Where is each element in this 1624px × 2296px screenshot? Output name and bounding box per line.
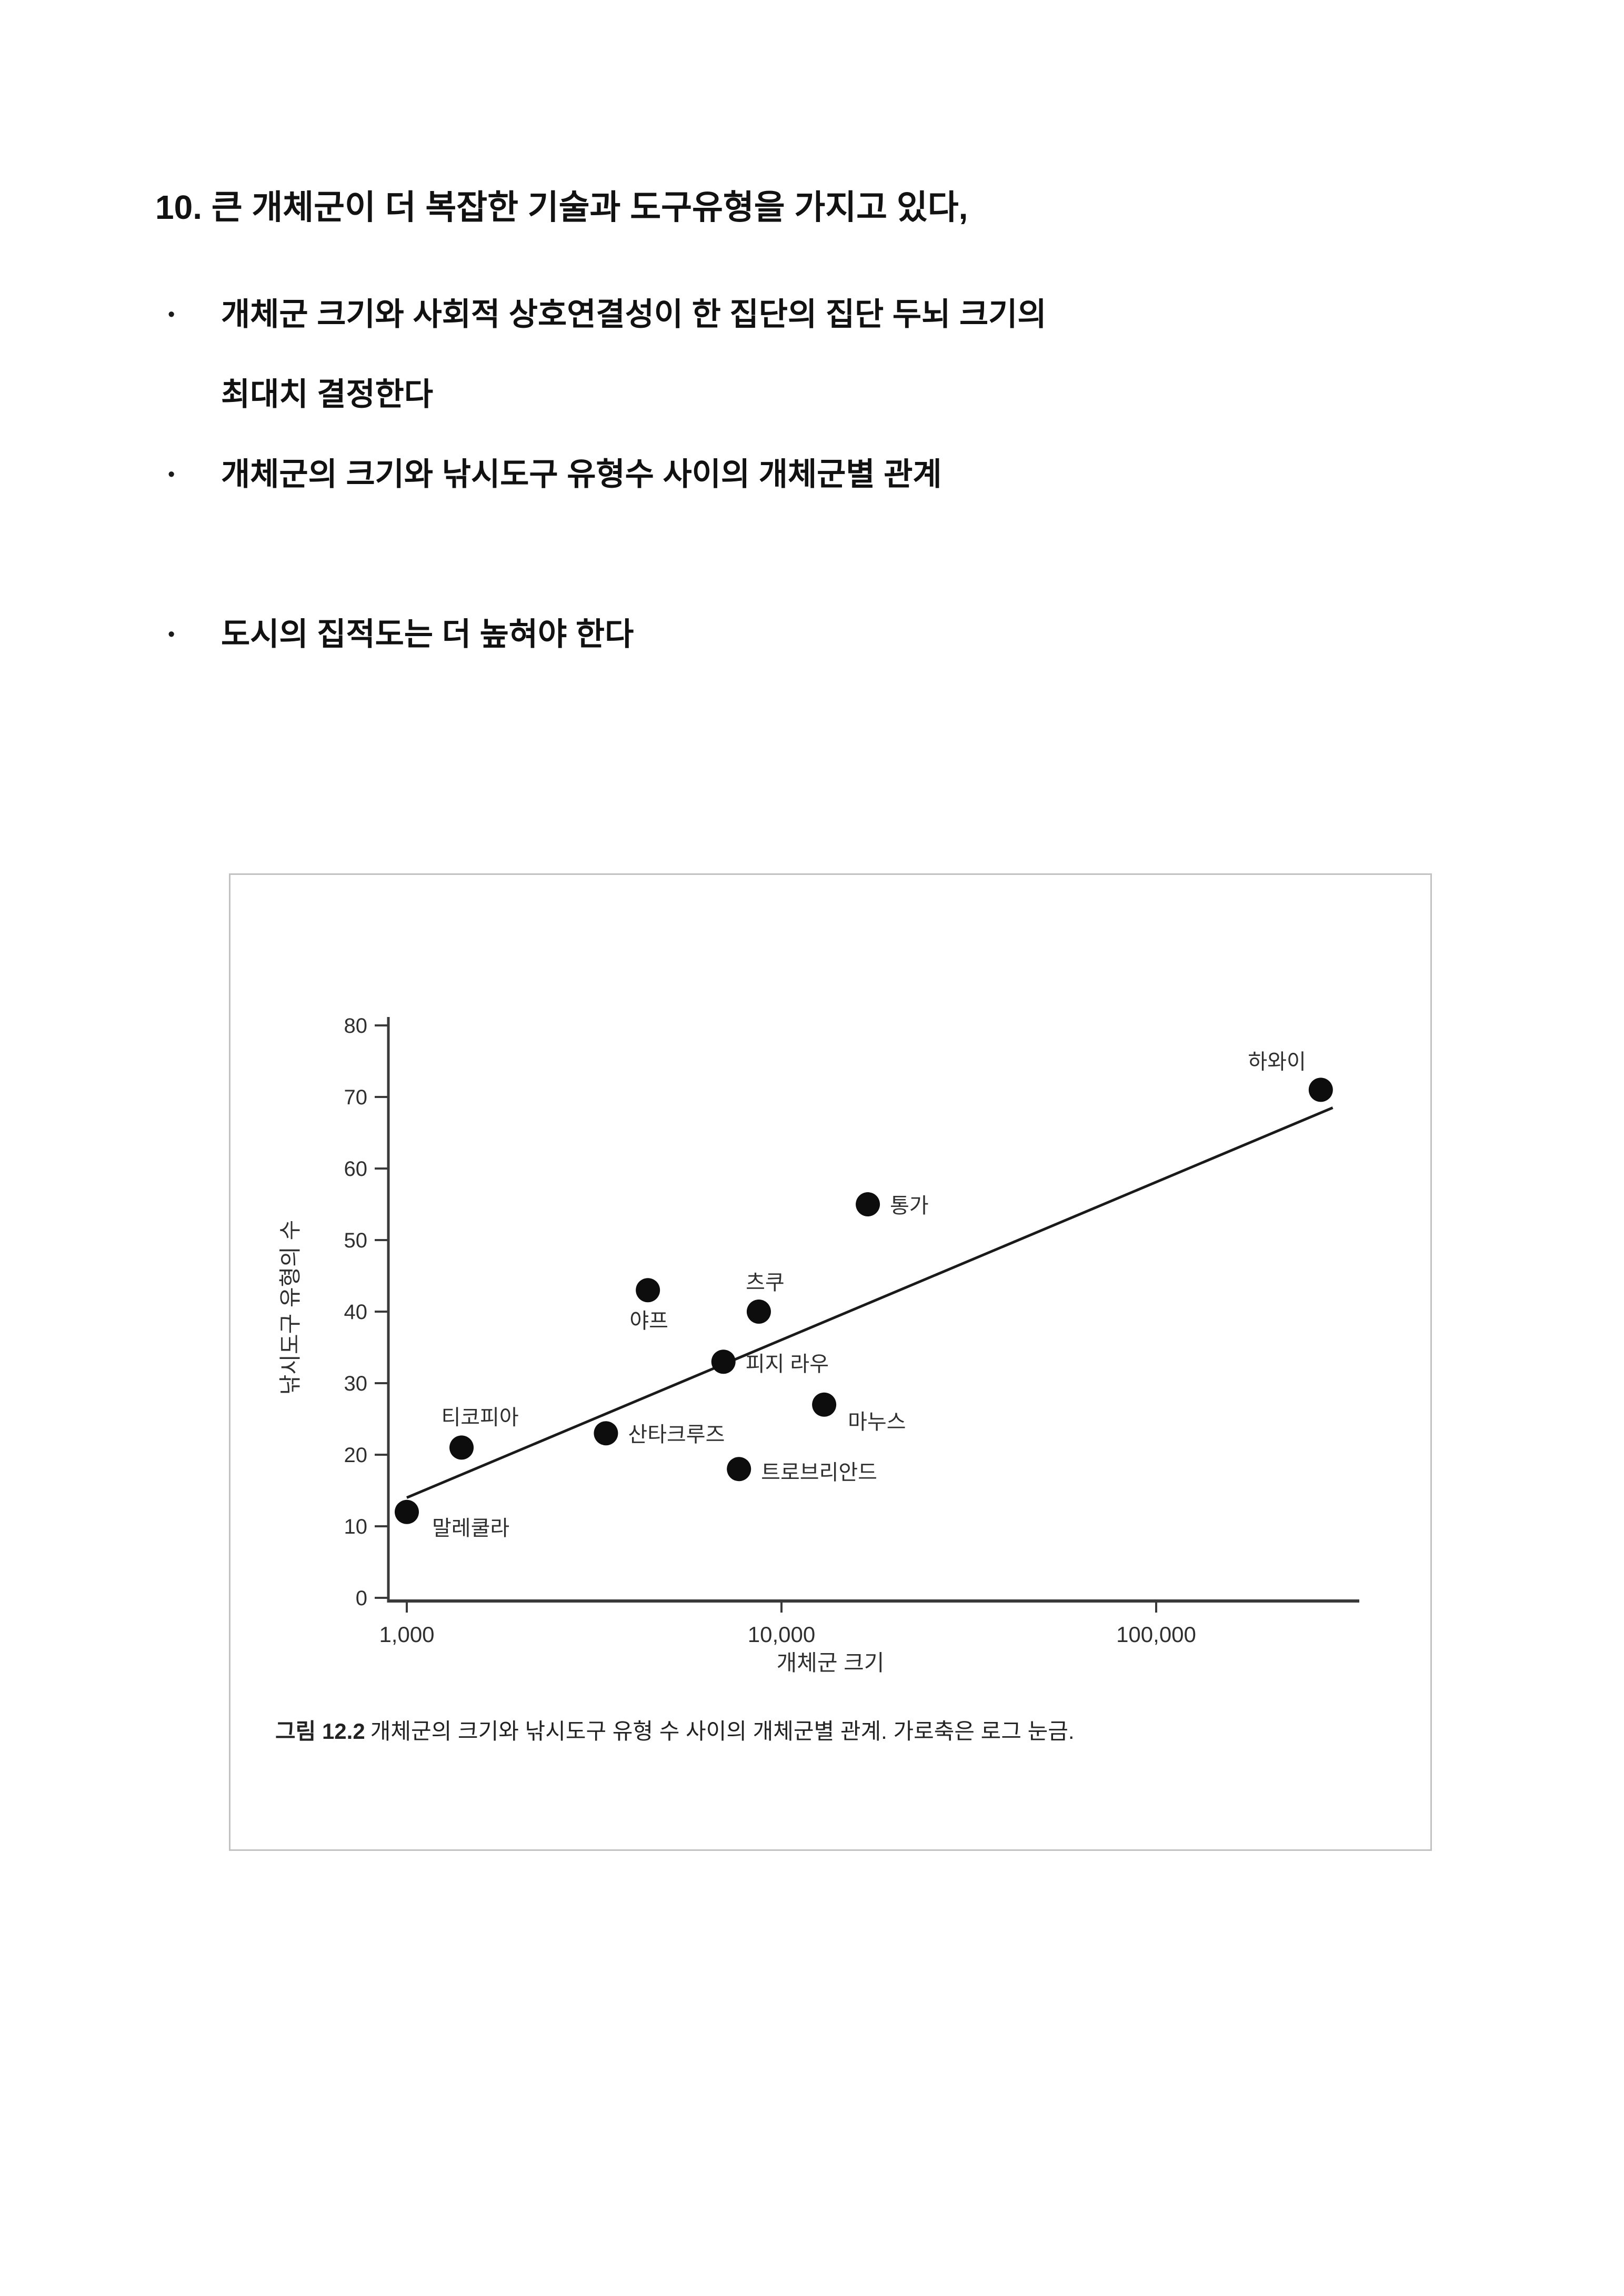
bullet-text: 개체군 크기와 사회적 상호연결성이 한 집단의 집단 두뇌 크기의 bbox=[221, 297, 1047, 332]
data-point-label: 트로브리안드 bbox=[761, 1461, 877, 1484]
data-point-label: 마누스 bbox=[848, 1411, 906, 1434]
data-point bbox=[395, 1499, 419, 1524]
data-point bbox=[856, 1192, 880, 1216]
y-tick-label: 10 bbox=[344, 1515, 368, 1538]
data-point-label: 말레쿨라 bbox=[432, 1517, 509, 1540]
y-tick-label: 40 bbox=[344, 1301, 368, 1324]
x-tick-label: 10,000 bbox=[748, 1622, 815, 1647]
x-axis-title: 개체군 크기 bbox=[777, 1650, 885, 1675]
bullet-icon: • bbox=[168, 623, 175, 646]
list-item: • 개체군의 크기와 낚시도구 유형수 사이의 개체군별 관계 bbox=[166, 435, 1455, 515]
trend-line bbox=[406, 1106, 1334, 1499]
data-point bbox=[636, 1278, 660, 1303]
list-item: • 도시의 집적도는 더 높혀야 한다 bbox=[166, 595, 1455, 674]
data-point bbox=[812, 1392, 837, 1417]
figure-panel: 0 10 20 30 40 50 60 70 80 1,000 10,000 100,000 개체군 크… bbox=[229, 873, 1432, 1851]
data-point bbox=[727, 1457, 751, 1482]
data-point-label: 야프 bbox=[629, 1310, 668, 1333]
data-point-label: 통가 bbox=[890, 1194, 929, 1217]
data-point-label: 산타크루즈 bbox=[628, 1423, 725, 1446]
data-point-label: 피지 라우 bbox=[746, 1353, 829, 1376]
data-point bbox=[1308, 1077, 1333, 1102]
y-tick-label: 60 bbox=[344, 1157, 368, 1181]
bullet-text: 개체군의 크기와 낚시도구 유형수 사이의 개체군별 관계 bbox=[221, 457, 942, 492]
bullet-icon: • bbox=[168, 464, 175, 486]
page-title: 10. 큰 개체군이 더 복잡한 기술과 도구유형을 가지고 있다, bbox=[155, 188, 968, 226]
data-point bbox=[746, 1300, 771, 1324]
y-tick-label: 80 bbox=[344, 1014, 368, 1038]
data-point-label: 츠쿠 bbox=[746, 1271, 785, 1294]
figure-caption: 그림 12.2 개체군의 크기와 낚시도구 유형 수 사이의 개체군별 관계. 가… bbox=[275, 1717, 1401, 1746]
caption-text: 개체군의 크기와 낚시도구 유형 수 사이의 개체군별 관계. 가로축은 로그 … bbox=[370, 1719, 1075, 1744]
data-point bbox=[449, 1435, 474, 1460]
y-tick-label: 30 bbox=[344, 1372, 368, 1395]
y-tick-label: 50 bbox=[344, 1229, 368, 1252]
y-axis-title: 낚시도구 유형의 수 bbox=[278, 1220, 303, 1395]
x-tick-label: 100,000 bbox=[1116, 1622, 1196, 1647]
scatter-chart: 0 10 20 30 40 50 60 70 80 1,000 10,000 100,000 개체군 크… bbox=[278, 1014, 1359, 1675]
data-point-label: 하와이 bbox=[1248, 1050, 1306, 1073]
y-tick-label: 20 bbox=[344, 1444, 368, 1467]
x-tick-label: 1,000 bbox=[379, 1622, 434, 1647]
y-tick-label: 70 bbox=[344, 1086, 368, 1109]
bullet-list: • 개체군 크기와 사회적 상호연결성이 한 집단의 집단 두뇌 크기의 최대치… bbox=[166, 275, 1455, 674]
caption-label: 그림 12.2 bbox=[275, 1719, 365, 1744]
data-point-label: 티코피아 bbox=[441, 1406, 518, 1429]
list-item: • 개체군 크기와 사회적 상호연결성이 한 집단의 집단 두뇌 크기의 최대치… bbox=[166, 275, 1455, 435]
data-point bbox=[594, 1421, 618, 1446]
data-point bbox=[711, 1350, 736, 1374]
y-tick-label: 0 bbox=[356, 1587, 367, 1610]
bullet-text: 최대치 결정한다 bbox=[221, 377, 434, 412]
bullet-text: 도시의 집적도는 더 높혀야 한다 bbox=[221, 617, 634, 652]
bullet-icon: • bbox=[168, 304, 175, 326]
